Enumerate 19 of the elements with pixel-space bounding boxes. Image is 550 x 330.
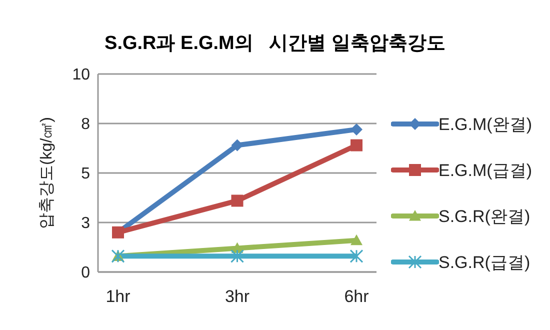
chart-title: S.G.R과 E.G.M의 시간별 일축압축강도 — [104, 32, 446, 56]
y-axis-title: 압축강도(kg/㎠) — [38, 117, 56, 229]
legend-label: S.G.R(급결) — [438, 252, 530, 274]
point — [350, 139, 362, 152]
x-tick-label: 1hr — [106, 287, 131, 306]
y-tick-label: 0 — [81, 264, 90, 282]
y-tick-label: 5 — [81, 166, 90, 183]
x-tick-label: 6hr — [344, 287, 370, 306]
y-tick-label: 8 — [81, 116, 90, 134]
y-tick-label: 3 — [81, 215, 90, 232]
y-tick-label: 10 — [72, 66, 90, 84]
legend-label: E.G.M(급결) — [438, 160, 532, 182]
point — [350, 234, 362, 246]
x-tick-label: 3hr — [224, 287, 250, 306]
point — [230, 249, 244, 263]
legend-label: S.G.R(완결) — [438, 206, 530, 228]
point — [350, 249, 364, 263]
legend-label: E.G.M(완결) — [438, 114, 532, 136]
point — [231, 194, 244, 207]
